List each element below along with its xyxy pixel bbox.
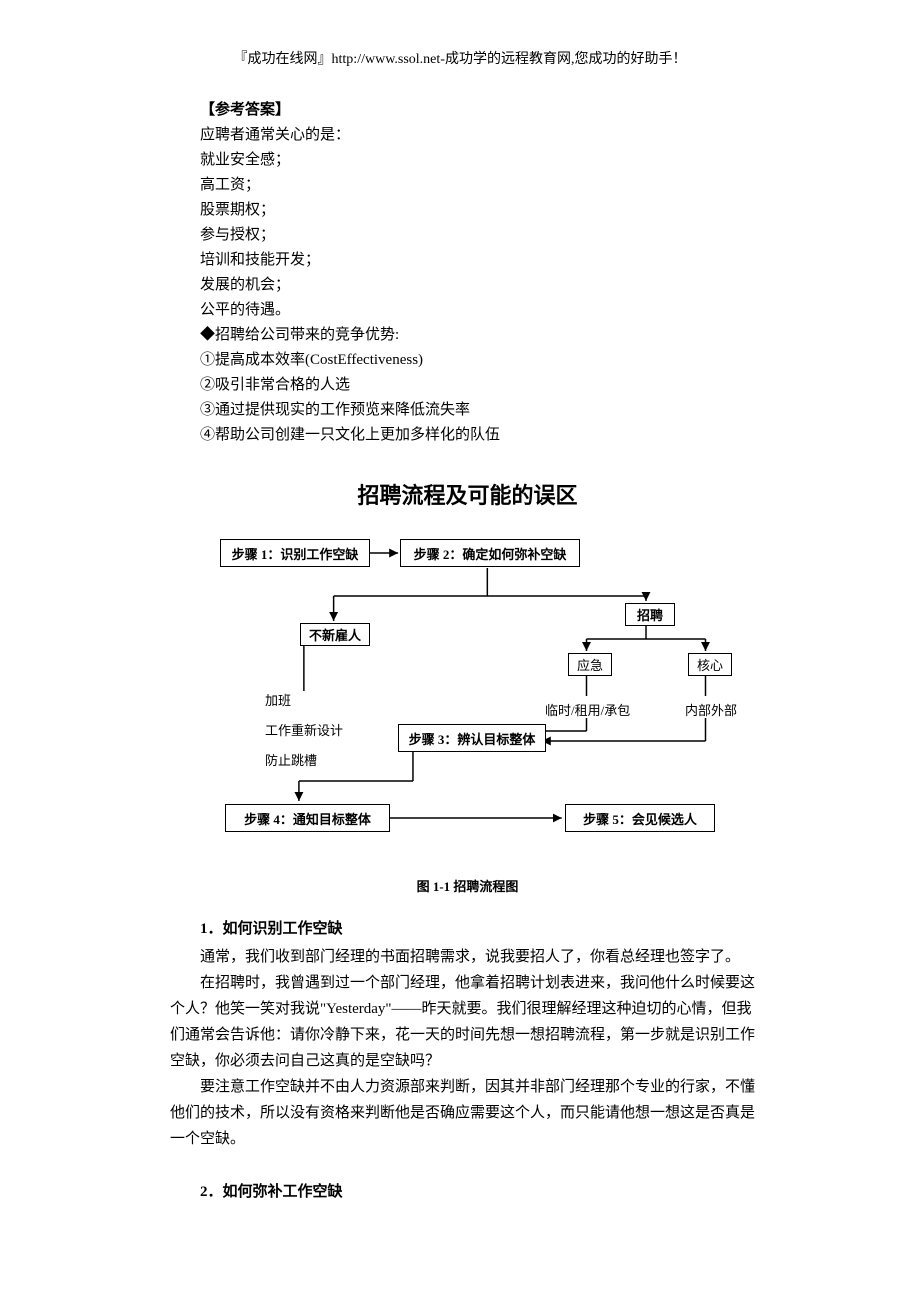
node-step5: 步骤 5：会见候选人 <box>565 804 715 832</box>
node-step4: 步骤 4：通知目标整体 <box>225 804 390 832</box>
answer-line: 参与授权； <box>170 223 765 248</box>
answer-title: 【参考答案】 <box>170 98 765 123</box>
figure-caption: 图 1-1 招聘流程图 <box>170 876 765 895</box>
answer-line: 公平的待遇。 <box>170 298 765 323</box>
section-title: 招聘流程及可能的误区 <box>170 478 765 510</box>
paragraph: 要注意工作空缺并不由人力资源部来判断，因其并非部门经理那个专业的行家，不懂他们的… <box>170 1074 765 1152</box>
subhead-1: 1．如何识别工作空缺 <box>170 917 765 938</box>
answer-line: 发展的机会； <box>170 273 765 298</box>
node-step1: 步骤 1：识别工作空缺 <box>220 539 370 567</box>
advantage-title: ◆招聘给公司带来的竞争优势: <box>170 323 765 348</box>
answer-line: 高工资； <box>170 173 765 198</box>
list-item: 防止跳槽 <box>265 746 343 776</box>
node-emergency: 应急 <box>568 653 612 676</box>
paragraph: 在招聘时，我曾遇到过一个部门经理，他拿着招聘计划表进来，我问他什么时候要这个人？… <box>170 970 765 1074</box>
main-content: 【参考答案】 应聘者通常关心的是： 就业安全感； 高工资； 股票期权； 参与授权… <box>0 98 920 1201</box>
page-header: 『成功在线网』http://www.ssol.net-成功学的远程教育网,您成功… <box>0 0 920 98</box>
paragraph: 通常，我们收到部门经理的书面招聘需求，说我要招人了，你看总经理也签字了。 <box>170 944 765 970</box>
list-item: 加班 <box>265 686 343 716</box>
node-core-list: 内部外部 <box>685 696 737 726</box>
node-no-hire-list: 加班 工作重新设计 防止跳槽 <box>265 686 343 776</box>
advantage-item: ③通过提供现实的工作预览来降低流失率 <box>170 398 765 423</box>
header-text: 『成功在线网』http://www.ssol.net-成功学的远程教育网,您成功… <box>234 52 687 67</box>
list-item: 工作重新设计 <box>265 716 343 746</box>
advantage-item: ①提高成本效率(CostEffectiveness) <box>170 348 765 373</box>
node-step3: 步骤 3：辨认目标整体 <box>398 724 546 752</box>
node-step2: 步骤 2：确定如何弥补空缺 <box>400 539 580 567</box>
answer-line: 股票期权； <box>170 198 765 223</box>
answer-line: 培训和技能开发； <box>170 248 765 273</box>
advantage-item: ④帮助公司创建一只文化上更加多样化的队伍 <box>170 423 765 448</box>
answer-line: 应聘者通常关心的是： <box>170 123 765 148</box>
node-emergency-list: 临时/租用/承包 <box>545 696 630 726</box>
node-no-hire: 不新雇人 <box>300 623 370 646</box>
answer-line: 就业安全感； <box>170 148 765 173</box>
node-recruit: 招聘 <box>625 603 675 626</box>
flowchart: 步骤 1：识别工作空缺 步骤 2：确定如何弥补空缺 招聘 不新雇人 应急 核心 … <box>170 536 765 856</box>
subhead-2: 2．如何弥补工作空缺 <box>170 1180 765 1201</box>
advantage-item: ②吸引非常合格的人选 <box>170 373 765 398</box>
node-core: 核心 <box>688 653 732 676</box>
